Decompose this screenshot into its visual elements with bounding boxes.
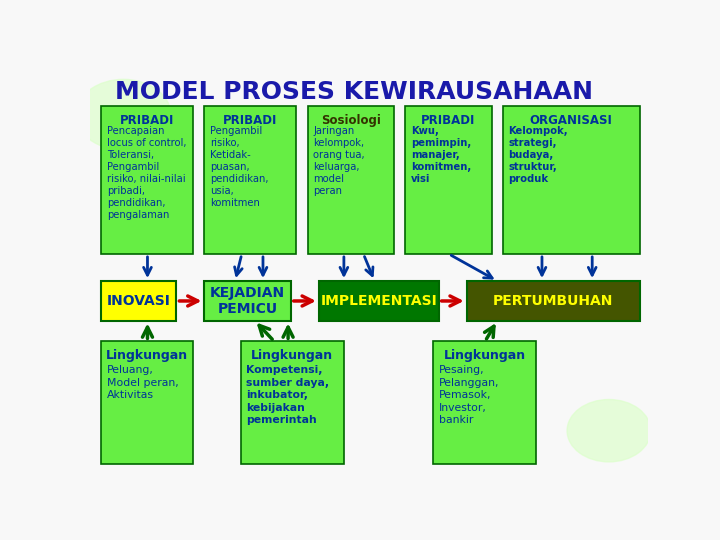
Text: Kwu,
pemimpin,
manajer,
komitmen,
visi: Kwu, pemimpin, manajer, komitmen, visi bbox=[411, 126, 471, 184]
Text: Pencapaian
locus of control,
Toleransi,
Pengambil
risiko, nilai-nilai
pribadi,
p: Pencapaian locus of control, Toleransi, … bbox=[107, 126, 186, 220]
Circle shape bbox=[76, 79, 171, 150]
FancyBboxPatch shape bbox=[405, 106, 492, 254]
FancyBboxPatch shape bbox=[204, 106, 297, 254]
Circle shape bbox=[567, 400, 651, 462]
Text: Pesaing,
Pelanggan,
Pemasok,
Investor,
bankir: Pesaing, Pelanggan, Pemasok, Investor, b… bbox=[438, 366, 499, 425]
FancyBboxPatch shape bbox=[319, 281, 438, 321]
FancyBboxPatch shape bbox=[240, 341, 344, 464]
Text: PERTUMBUHAN: PERTUMBUHAN bbox=[493, 294, 613, 308]
Text: INOVASI: INOVASI bbox=[107, 294, 171, 308]
Text: KEJADIAN
PEMICU: KEJADIAN PEMICU bbox=[210, 286, 285, 316]
FancyBboxPatch shape bbox=[503, 106, 639, 254]
Text: Sosiologi: Sosiologi bbox=[321, 114, 381, 127]
FancyBboxPatch shape bbox=[204, 281, 291, 321]
FancyBboxPatch shape bbox=[433, 341, 536, 464]
Text: Lingkungan: Lingkungan bbox=[106, 349, 188, 362]
FancyBboxPatch shape bbox=[101, 341, 193, 464]
Text: Pengambil
risiko,
Ketidak-
puasan,
pendidikan,
usia,
komitmen: Pengambil risiko, Ketidak- puasan, pendi… bbox=[210, 126, 269, 208]
Text: IMPLEMENTASI: IMPLEMENTASI bbox=[320, 294, 437, 308]
Text: Lingkungan: Lingkungan bbox=[444, 349, 526, 362]
Text: PRIBADI: PRIBADI bbox=[120, 114, 174, 127]
Text: Lingkungan: Lingkungan bbox=[251, 349, 333, 362]
Text: MODEL PROSES KEWIRAUSAHAAN: MODEL PROSES KEWIRAUSAHAAN bbox=[115, 80, 593, 104]
Text: PRIBADI: PRIBADI bbox=[223, 114, 278, 127]
Text: Jaringan
kelompok,
orang tua,
keluarga,
model
peran: Jaringan kelompok, orang tua, keluarga, … bbox=[313, 126, 365, 197]
Text: Kompetensi,
sumber daya,
inkubator,
kebijakan
pemerintah: Kompetensi, sumber daya, inkubator, kebi… bbox=[246, 366, 329, 425]
FancyBboxPatch shape bbox=[101, 106, 193, 254]
Text: Kelompok,
strategi,
budaya,
struktur,
produk: Kelompok, strategi, budaya, struktur, pr… bbox=[508, 126, 568, 184]
FancyBboxPatch shape bbox=[467, 281, 639, 321]
Text: Peluang,
Model peran,
Aktivitas: Peluang, Model peran, Aktivitas bbox=[107, 366, 179, 400]
FancyBboxPatch shape bbox=[307, 106, 394, 254]
Text: ORGANISASI: ORGANISASI bbox=[530, 114, 613, 127]
FancyBboxPatch shape bbox=[101, 281, 176, 321]
Text: PRIBADI: PRIBADI bbox=[421, 114, 476, 127]
